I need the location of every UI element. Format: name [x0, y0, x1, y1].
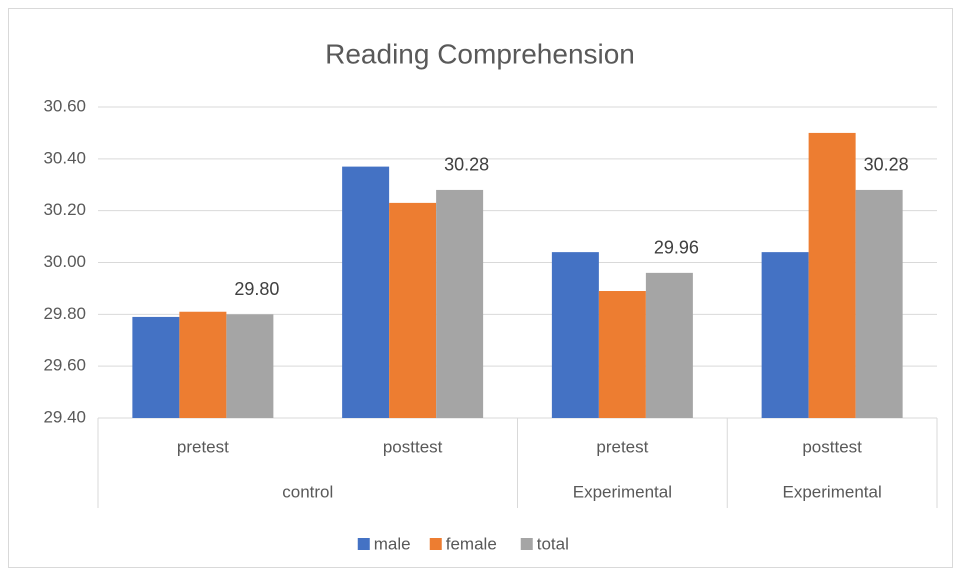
bar	[179, 311, 227, 418]
chart-title: Reading Comprehension	[325, 38, 635, 69]
x-tick-label: pretest	[177, 437, 229, 456]
group-label: Experimental	[783, 482, 882, 501]
bar	[598, 291, 646, 418]
legend-swatch	[520, 538, 533, 550]
data-label: 29.80	[234, 279, 279, 299]
group-label: control	[282, 482, 333, 501]
bar	[808, 132, 856, 418]
x-tick-label: posttest	[802, 437, 862, 456]
y-tick-label: 30.40	[43, 148, 86, 167]
legend-label: total	[537, 534, 569, 553]
data-label: 30.28	[864, 155, 909, 175]
legend-swatch	[357, 538, 370, 550]
legend-swatch	[429, 538, 442, 550]
y-tick-label: 30.60	[43, 96, 86, 115]
bar	[551, 252, 599, 418]
y-tick-label: 29.80	[43, 304, 86, 323]
bar	[436, 189, 484, 418]
bar	[226, 314, 274, 418]
y-tick-label: 30.20	[43, 200, 86, 219]
y-tick-label: 29.40	[43, 407, 86, 426]
data-label: 29.96	[654, 238, 699, 258]
group-label: Experimental	[573, 482, 672, 501]
bar	[132, 316, 180, 418]
bar	[389, 202, 437, 418]
y-tick-label: 29.60	[43, 356, 86, 375]
x-tick-label: pretest	[596, 437, 648, 456]
bar	[855, 189, 903, 418]
legend-label: male	[374, 534, 411, 553]
x-tick-label: posttest	[383, 437, 443, 456]
bar	[645, 272, 693, 418]
bar	[342, 166, 390, 418]
y-tick-label: 30.00	[43, 252, 86, 271]
data-label: 30.28	[444, 155, 489, 175]
bar	[761, 252, 809, 418]
legend-label: female	[446, 534, 497, 553]
